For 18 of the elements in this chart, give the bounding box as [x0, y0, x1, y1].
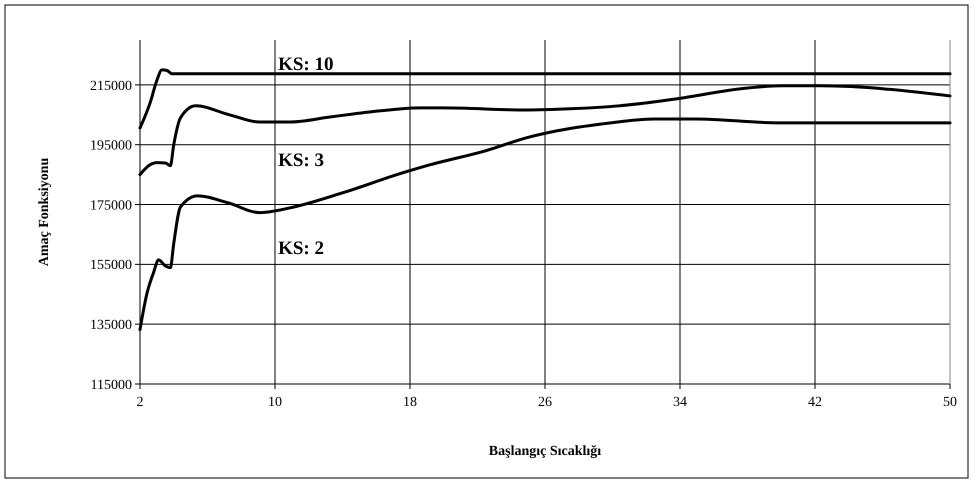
- x-tick-label: 42: [808, 395, 822, 410]
- y-tick-label: 135000: [90, 318, 132, 334]
- x-axis-title: Başlangıç Sıcaklığı: [488, 444, 602, 459]
- x-tick-label: 2: [136, 395, 144, 410]
- y-tick-label: 155000: [90, 258, 132, 274]
- x-tick-label: 34: [673, 395, 687, 410]
- x-tick-label: 50: [943, 395, 957, 410]
- y-tick-label: 115000: [90, 378, 132, 393]
- y-tick-label: 215000: [90, 78, 132, 94]
- series-label: KS: 3: [278, 150, 324, 171]
- y-tick-label: 195000: [90, 138, 132, 154]
- y-axis-title: Amaç Fonksiyonu: [37, 158, 52, 266]
- x-tick-label: 18: [403, 395, 417, 410]
- x-tick-label: 26: [538, 395, 552, 410]
- series-label: KS: 10: [278, 54, 334, 75]
- x-tick-label: 10: [268, 395, 282, 410]
- y-tick-label: 175000: [90, 198, 132, 214]
- series-label: KS: 2: [278, 238, 324, 260]
